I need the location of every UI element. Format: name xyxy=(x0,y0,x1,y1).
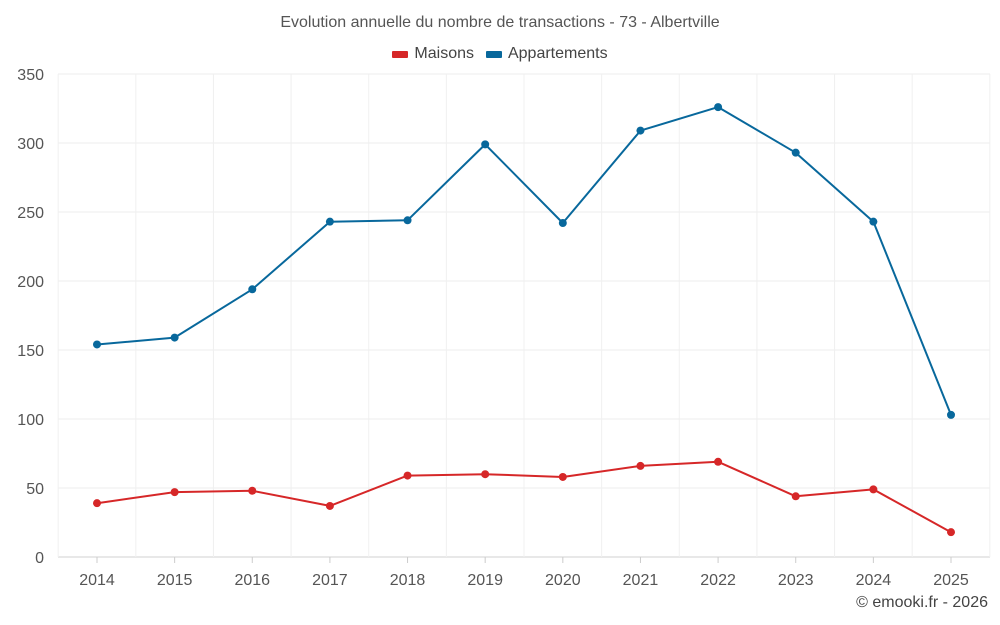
y-tick-label: 250 xyxy=(17,205,44,222)
data-point-maisons xyxy=(791,492,800,501)
x-tick-label: 2016 xyxy=(234,572,270,589)
data-point-appartements xyxy=(403,216,412,225)
y-tick-label: 200 xyxy=(17,274,44,291)
data-point-maisons xyxy=(869,485,878,494)
data-point-appartements xyxy=(791,148,800,157)
data-point-appartements xyxy=(558,219,567,228)
legend: Maisons Appartements xyxy=(0,45,1000,63)
x-tick-label: 2022 xyxy=(700,572,736,589)
legend-swatch-maisons xyxy=(392,50,409,58)
x-tick-label: 2019 xyxy=(467,572,503,589)
data-point-appartements xyxy=(714,103,723,112)
y-tick-label: 100 xyxy=(17,412,44,429)
y-tick-label: 0 xyxy=(35,550,44,567)
data-point-maisons xyxy=(636,461,645,470)
data-point-maisons xyxy=(170,488,179,497)
x-tick-label: 2024 xyxy=(856,572,892,589)
data-point-appartements xyxy=(170,333,179,342)
credit-text: © emooki.fr - 2026 xyxy=(856,594,988,611)
data-point-maisons xyxy=(947,528,955,537)
x-tick-label: 2025 xyxy=(933,572,969,589)
x-tick-label: 2014 xyxy=(79,572,115,589)
data-point-maisons xyxy=(558,472,567,481)
series-line-appartements xyxy=(96,106,952,416)
data-point-maisons xyxy=(714,457,723,466)
data-point-appartements xyxy=(481,140,490,149)
data-point-maisons xyxy=(403,471,412,480)
data-point-appartements xyxy=(947,410,955,419)
data-point-maisons xyxy=(93,499,101,508)
legend-label-appartements: Appartements xyxy=(507,45,608,62)
y-tick-label: 150 xyxy=(17,343,44,360)
chart-title: Evolution annuelle du nombre de transact… xyxy=(280,14,720,31)
data-point-maisons xyxy=(248,486,257,495)
data-point-appartements xyxy=(93,340,101,349)
data-point-appartements xyxy=(248,285,257,294)
data-point-appartements xyxy=(325,217,334,226)
data-point-maisons xyxy=(325,501,334,510)
x-tick-label: 2017 xyxy=(312,572,348,589)
x-tick-label: 2021 xyxy=(623,572,659,589)
x-tick-label: 2020 xyxy=(545,572,581,589)
data-point-maisons xyxy=(481,470,490,479)
y-tick-label: 350 xyxy=(17,67,44,84)
legend-item-appartements[interactable]: Appartements xyxy=(485,45,608,63)
legend-swatch-appartements xyxy=(485,50,502,58)
x-tick-label: 2023 xyxy=(778,572,814,589)
data-point-appartements xyxy=(869,217,878,226)
legend-label-maisons: Maisons xyxy=(414,45,474,62)
x-tick-label: 2015 xyxy=(157,572,193,589)
y-tick-label: 50 xyxy=(26,481,44,498)
data-point-appartements xyxy=(636,126,645,135)
y-tick-label: 300 xyxy=(17,136,44,153)
series-line-maisons xyxy=(96,460,952,534)
legend-item-maisons[interactable]: Maisons xyxy=(392,45,474,63)
x-tick-label: 2018 xyxy=(390,572,426,589)
